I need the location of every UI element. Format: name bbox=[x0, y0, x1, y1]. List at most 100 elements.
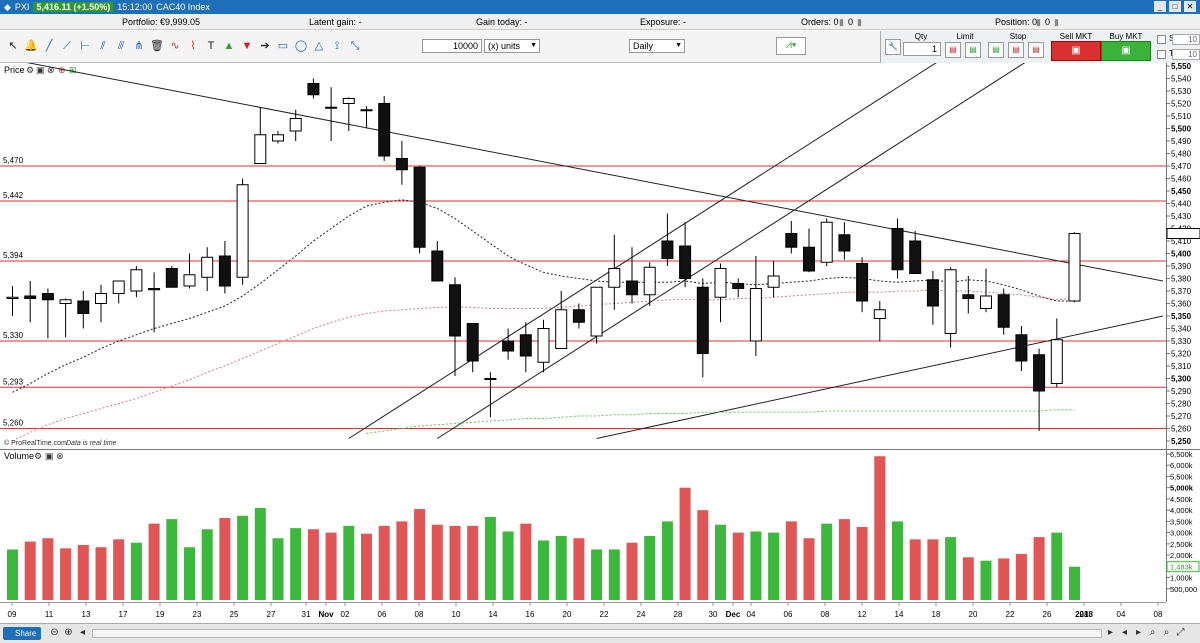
pan-right-icon[interactable]: ▸ bbox=[1135, 627, 1142, 638]
volume-bar-down bbox=[520, 523, 532, 600]
scroll-right-icon[interactable]: ▸ bbox=[1107, 627, 1114, 638]
position-count-2: 0 bbox=[1045, 17, 1051, 27]
window-controls: _ □ ✕ bbox=[1154, 1, 1196, 12]
polyline-tool-icon[interactable]: ⟟ bbox=[334, 40, 340, 52]
ray-tool-icon[interactable]: ⟋ bbox=[63, 40, 71, 52]
volume-bar-down bbox=[378, 525, 390, 600]
volume-bar-down bbox=[927, 539, 939, 600]
minimize-button[interactable]: _ bbox=[1154, 1, 1166, 12]
limit-sell-button[interactable]: ▤ bbox=[945, 42, 961, 58]
orders-icon[interactable]: ▮ bbox=[839, 17, 844, 27]
channel-tool-icon[interactable]: ⫻ bbox=[117, 40, 125, 52]
x-tick-label: 08 bbox=[415, 610, 424, 619]
orders-icon-2[interactable]: ▮ bbox=[857, 17, 862, 27]
wave-tool-icon[interactable]: ∿ bbox=[170, 40, 180, 52]
volume-window-icon[interactable]: ▣ bbox=[45, 451, 54, 461]
x-axis: 09 11 13 17 19 23 25 27 31 Nov 02 06 08 10 14 16 20 22 24 2… bbox=[8, 602, 1163, 619]
moving-average-line bbox=[12, 289, 1075, 442]
triangle-tool-icon[interactable]: △ bbox=[314, 40, 324, 52]
chevron-down-icon: ▼ bbox=[675, 42, 682, 49]
bell-alert-icon[interactable]: 🔔 bbox=[24, 40, 38, 52]
sell-arrow-icon[interactable]: ▼ bbox=[241, 40, 253, 52]
trash-icon[interactable]: 🗑 bbox=[150, 40, 164, 52]
panel-wrench-icon[interactable]: ⚙ bbox=[26, 65, 34, 75]
volume-bar-up bbox=[272, 538, 284, 600]
latent-gain: Latent gain: - bbox=[309, 17, 362, 27]
wrench-icon[interactable]: 🔧 bbox=[885, 39, 901, 55]
stop-sell-button[interactable]: ▤ bbox=[1008, 42, 1024, 58]
panel-add-icon[interactable]: ⊕ bbox=[58, 65, 66, 75]
buy-arrow-icon[interactable]: ▲ bbox=[223, 40, 235, 52]
line-tool-icon[interactable]: ╱ bbox=[45, 40, 53, 52]
bullish-candle bbox=[608, 268, 621, 288]
scroll-left-icon[interactable]: ◂ bbox=[79, 627, 86, 638]
gann-tool-icon[interactable]: ⌇ bbox=[190, 40, 196, 52]
bullish-candle bbox=[6, 296, 19, 299]
s-value[interactable]: 10 bbox=[1172, 34, 1200, 45]
portfolio-value: Portfolio: €9,999.05 bbox=[122, 17, 201, 27]
maximize-button[interactable]: □ bbox=[1169, 1, 1181, 12]
panel-add-2-icon[interactable]: ⊞ bbox=[69, 65, 77, 75]
price-tick-label: 5,480 bbox=[1171, 150, 1192, 159]
bearish-candle bbox=[891, 228, 904, 271]
limit-buy-button[interactable]: ▤ bbox=[965, 42, 981, 58]
measure-tool-icon[interactable]: ⤡ bbox=[350, 40, 360, 52]
price-tick-label: 5,290 bbox=[1171, 387, 1192, 396]
hline-tool-icon[interactable]: ⊢ bbox=[80, 40, 90, 52]
fib-tool-icon[interactable]: ⫽ bbox=[100, 40, 106, 52]
t-checkbox[interactable] bbox=[1157, 50, 1166, 59]
bearish-candle bbox=[502, 340, 515, 352]
volume-bar-down bbox=[874, 456, 886, 600]
volume-bar-down bbox=[95, 547, 107, 600]
volume-bar-up bbox=[484, 516, 496, 600]
close-button[interactable]: ✕ bbox=[1184, 1, 1196, 12]
pan-left-icon[interactable]: ◂ bbox=[1121, 627, 1128, 638]
share-button[interactable]: Share bbox=[3, 627, 41, 640]
magnify-icon[interactable]: ⌕ bbox=[1149, 627, 1156, 638]
exposure: Exposure: - bbox=[640, 17, 687, 27]
x-tick-label: 27 bbox=[267, 610, 276, 619]
s-checkbox[interactable] bbox=[1157, 35, 1166, 44]
volume-tick-label: 1,000k bbox=[1170, 574, 1193, 583]
pointer-tool-icon[interactable]: ↖ bbox=[8, 40, 18, 52]
volume-wrench-icon[interactable]: ⚙ bbox=[34, 451, 42, 461]
panel-close-icon[interactable]: ⊗ bbox=[47, 65, 55, 75]
zoom-out-icon[interactable]: ⊖ bbox=[50, 627, 59, 638]
volume-tick-label: 6,000k bbox=[1170, 461, 1193, 470]
horizontal-scrollbar[interactable] bbox=[92, 629, 1102, 638]
price-tick-label: 5,440 bbox=[1171, 200, 1192, 209]
volume-bar-down bbox=[785, 521, 797, 600]
price-tick-label: 5,300 bbox=[1171, 375, 1192, 384]
sell-mkt-button[interactable]: ▣ bbox=[1051, 41, 1101, 61]
text-tool-icon[interactable]: T bbox=[207, 40, 215, 52]
right-arrow-icon[interactable]: ➔ bbox=[260, 40, 270, 52]
x-tick-label: 24 bbox=[637, 610, 646, 619]
bullish-candle bbox=[555, 309, 568, 349]
chart-type-icon[interactable]: ⩘▾ bbox=[776, 37, 806, 55]
t-value[interactable]: 10 bbox=[1172, 49, 1200, 60]
position-icon-2[interactable]: ▮ bbox=[1054, 17, 1059, 27]
magnify-2-icon[interactable]: ⌕ bbox=[1163, 627, 1170, 638]
period-select[interactable]: Daily ▼ bbox=[629, 39, 685, 53]
expand-icon[interactable]: ⤢ bbox=[1176, 627, 1185, 638]
units-select[interactable]: (x) units ▼ bbox=[484, 39, 540, 53]
volume-tick-label: 3,000k bbox=[1170, 529, 1193, 538]
zoom-in-icon[interactable]: ⊕ bbox=[64, 627, 73, 638]
volume-close-icon[interactable]: ⊗ bbox=[56, 451, 64, 461]
stop-sell-2-button[interactable]: ▤ bbox=[1028, 42, 1044, 58]
buy-mkt-button[interactable]: ▣ bbox=[1101, 41, 1151, 61]
panel-window-icon[interactable]: ▣ bbox=[36, 65, 45, 75]
bearish-candle bbox=[926, 279, 939, 307]
rectangle-tool-icon[interactable]: ▭ bbox=[277, 40, 289, 52]
volume-tick-label: 6,500k bbox=[1170, 450, 1193, 459]
ellipse-tool-icon[interactable]: ◯ bbox=[294, 40, 308, 52]
orders-count: Orders: 0 bbox=[801, 17, 839, 27]
share-label: Share bbox=[15, 629, 37, 638]
order-qty-input[interactable]: 1 bbox=[903, 42, 941, 56]
chart-area[interactable]: Price ⚙ ▣ ⊗ ⊕ ⊞ 5,470 5,442 5,394 5,330 5,29… bbox=[0, 63, 1200, 623]
price-tick-label: 5,280 bbox=[1171, 400, 1192, 409]
position-icon[interactable]: ▮ bbox=[1036, 17, 1041, 27]
stop-buy-button[interactable]: ▤ bbox=[988, 42, 1004, 58]
pitchfork-tool-icon[interactable]: ⋔ bbox=[134, 40, 144, 52]
quantity-input[interactable]: 10000 bbox=[422, 39, 482, 53]
